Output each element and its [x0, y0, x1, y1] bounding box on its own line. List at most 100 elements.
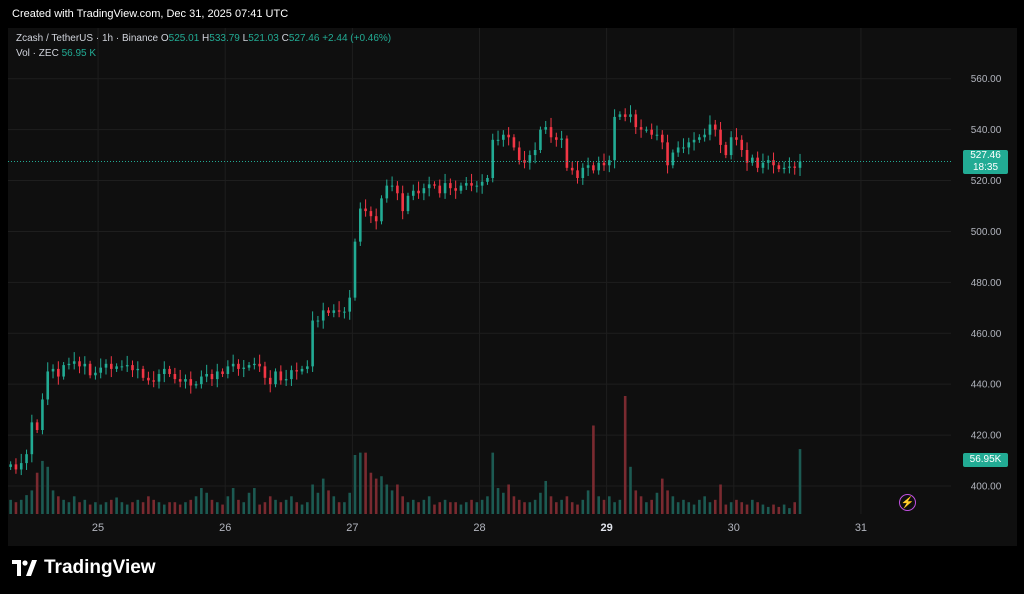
volume-bar: [798, 449, 802, 514]
candle-body: [713, 124, 717, 130]
volume-bar: [751, 499, 754, 514]
candle-body: [268, 377, 272, 385]
high-value: 533.79: [209, 33, 240, 44]
candle-body: [41, 399, 44, 430]
volume-bar: [162, 504, 166, 514]
candle-body: [449, 183, 452, 189]
volume-bar: [120, 502, 124, 514]
candle-body: [671, 152, 675, 166]
volume-legend[interactable]: Vol · ZEC 56.95 K: [16, 48, 96, 59]
volume-bar: [512, 496, 516, 514]
candle-body: [311, 320, 314, 367]
candle-body: [788, 166, 791, 168]
y-tick-label: 440.00: [971, 380, 1002, 391]
open-label: O: [160, 33, 169, 44]
volume-bar: [523, 502, 526, 514]
candle-body: [549, 127, 553, 138]
candle-body: [475, 185, 479, 187]
volume-bar: [655, 492, 659, 514]
candle-body: [692, 139, 696, 143]
candle-body: [359, 208, 362, 242]
candle-body: [793, 166, 797, 168]
volume-bar: [639, 496, 643, 514]
volume-bar: [719, 484, 722, 514]
candle-body: [782, 167, 786, 170]
volume-bar: [517, 499, 521, 514]
candle-body: [200, 376, 203, 385]
candle-body: [777, 165, 781, 170]
candle-body: [798, 161, 802, 168]
volume-bar: [496, 488, 500, 514]
candle-body: [258, 363, 261, 367]
volume-bar: [231, 488, 235, 514]
candle-body: [660, 134, 664, 143]
volume-bar: [623, 396, 627, 514]
volume-bar: [274, 499, 277, 514]
symbol-label: Zcash / TetherUS · 1h · Binance: [16, 33, 159, 44]
candle-body: [650, 129, 653, 135]
volume-bar: [184, 502, 187, 514]
candle-body: [507, 134, 510, 138]
candle-body: [544, 127, 548, 130]
candle-body: [772, 160, 775, 166]
volume-bar: [62, 499, 65, 514]
candle-body: [623, 114, 627, 117]
tradingview-logo-icon: [12, 560, 37, 576]
volume-bar: [332, 496, 336, 514]
candle-body: [67, 363, 71, 366]
volume-bar: [210, 499, 214, 514]
volume-bar: [570, 502, 574, 514]
symbol-legend[interactable]: Zcash / TetherUS · 1h · Binance O525.01 …: [16, 33, 391, 44]
volume-bar: [618, 499, 622, 514]
volume-bar: [385, 484, 389, 514]
volume-bar: [321, 478, 325, 514]
candle-body: [676, 147, 680, 153]
candle-body: [719, 129, 722, 145]
volume-bar: [539, 492, 542, 514]
volume-bar: [671, 496, 675, 514]
candle-body: [306, 366, 309, 369]
candle-body: [104, 363, 108, 368]
volume-bar: [607, 496, 611, 514]
candle-body: [438, 185, 442, 194]
y-tick-label: 480.00: [971, 278, 1002, 289]
candle-body: [263, 366, 267, 378]
candle-body: [539, 129, 542, 150]
candle-body: [316, 320, 320, 322]
volume-bar: [555, 502, 558, 514]
y-tick-label: 460.00: [971, 329, 1002, 340]
volume-bar: [83, 499, 87, 514]
created-with-caption: Created with TradingView.com, Dec 31, 20…: [12, 8, 289, 20]
lightning-icon[interactable]: ⚡: [899, 494, 916, 511]
volume-bar: [300, 504, 304, 514]
volume-bar: [35, 472, 39, 514]
change-value: +2.44 (+0.46%): [322, 33, 392, 44]
candle-body: [25, 454, 28, 464]
candle-body: [374, 216, 378, 222]
volume-bar: [613, 502, 616, 514]
low-value: 521.03: [248, 33, 279, 44]
volume-bar: [290, 496, 293, 514]
volume-bar: [99, 504, 103, 514]
volume-bar: [9, 499, 12, 514]
chart-panel[interactable]: 400.00 420.00 440.00 460.00 480.00 500.00 520.…: [8, 28, 1017, 546]
candle-body: [125, 365, 129, 367]
volume-bar: [364, 452, 367, 514]
volume-bar: [660, 478, 664, 514]
volume-bar: [756, 502, 759, 514]
candle-body: [411, 190, 415, 196]
volume-bar: [454, 502, 457, 514]
volume-bar: [369, 472, 373, 514]
volume-bar: [268, 496, 272, 514]
candle-body: [607, 160, 611, 166]
candle-body: [348, 297, 352, 312]
candle-body: [57, 368, 60, 377]
low-label: L: [242, 33, 249, 44]
volume-bar: [110, 499, 113, 514]
chart-canvas[interactable]: 400.00 420.00 440.00 460.00 480.00 500.00 520.…: [8, 28, 1017, 546]
volume-bar: [25, 495, 28, 514]
candle-body: [62, 365, 65, 377]
volume-bar: [592, 425, 595, 514]
volume-bar: [88, 504, 92, 514]
volume-bar: [115, 497, 118, 514]
